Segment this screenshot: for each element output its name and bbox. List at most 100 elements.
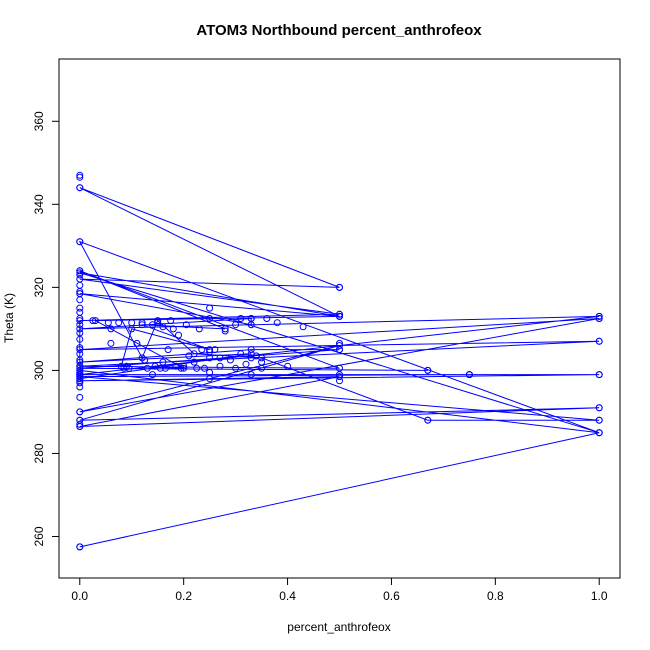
data-point — [336, 310, 343, 318]
data-point — [76, 543, 84, 551]
data-point — [336, 283, 343, 291]
x-tick-label: 0.2 — [175, 589, 192, 603]
data-point — [76, 271, 84, 279]
data-point — [299, 323, 307, 331]
data-point — [76, 379, 84, 387]
data-point — [232, 321, 240, 329]
data-point — [167, 317, 175, 325]
data-point — [226, 356, 234, 364]
data-point — [232, 364, 240, 372]
data-point — [159, 323, 167, 331]
data-point — [143, 364, 151, 372]
data-point — [76, 267, 84, 275]
data-point — [76, 171, 84, 179]
data-point — [284, 362, 292, 370]
data-point — [76, 296, 84, 304]
data-point — [76, 238, 84, 246]
y-tick-label: 360 — [32, 111, 46, 131]
data-point — [206, 354, 214, 362]
data-point — [107, 339, 115, 347]
y-axis-label: Theta (K) — [2, 293, 16, 343]
data-point — [76, 335, 84, 343]
series-lines — [78, 187, 600, 548]
data-point — [237, 350, 245, 358]
series-line — [78, 187, 600, 548]
data-point — [76, 269, 84, 277]
y-tick-label: 260 — [32, 526, 46, 546]
y-tick-label: 300 — [32, 360, 46, 380]
data-point — [595, 416, 603, 424]
data-point — [247, 346, 255, 354]
data-point — [89, 317, 97, 325]
data-point — [247, 321, 255, 329]
data-point — [200, 364, 208, 372]
data-point — [175, 331, 182, 339]
data-point — [237, 315, 245, 322]
x-tick-label: 0.0 — [71, 589, 88, 603]
data-point — [273, 319, 281, 327]
data-point — [595, 371, 603, 379]
data-point — [76, 393, 84, 401]
data-point — [336, 373, 343, 381]
data-point — [336, 342, 343, 349]
data-point — [76, 408, 84, 416]
x-axis-label: percent_anthrofeox — [287, 620, 390, 634]
x-tick-label: 0.8 — [487, 589, 504, 603]
data-point — [258, 358, 266, 366]
data-point — [195, 325, 203, 333]
data-point — [154, 319, 162, 327]
data-point — [465, 371, 473, 379]
data-point — [221, 327, 229, 335]
data-point — [159, 358, 167, 366]
data-point — [595, 312, 603, 320]
data-point — [91, 317, 99, 325]
data-point — [149, 371, 156, 379]
y-axis: 260 280 300 320 340 360 — [32, 111, 60, 546]
data-point — [169, 325, 177, 333]
data-point — [107, 325, 115, 333]
data-point — [162, 364, 169, 372]
data-point — [76, 420, 84, 428]
x-tick-label: 1.0 — [591, 589, 608, 603]
data-point — [252, 352, 260, 360]
data-point — [138, 319, 146, 327]
data-point — [206, 346, 214, 354]
data-point — [242, 360, 250, 368]
data-point — [76, 317, 84, 325]
data-point — [76, 184, 84, 192]
data-point — [206, 375, 214, 383]
data-point — [180, 362, 188, 370]
data-point — [595, 404, 603, 412]
data-point — [76, 423, 84, 430]
data-point — [336, 377, 343, 385]
x-tick-label: 0.6 — [383, 589, 400, 603]
data-point — [263, 315, 271, 322]
chart-title: ATOM3 Northbound percent_anthrofeox — [196, 22, 482, 39]
data-point — [164, 346, 172, 354]
data-point — [595, 429, 603, 437]
data-point — [76, 375, 84, 383]
data-point — [154, 317, 162, 325]
x-tick-label: 0.4 — [279, 589, 296, 603]
data-point — [198, 346, 206, 354]
data-point — [76, 281, 84, 289]
data-point — [76, 383, 84, 391]
data-point — [141, 356, 149, 364]
data-point — [76, 325, 84, 333]
markers — [76, 171, 603, 551]
data-point — [185, 352, 193, 360]
data-point — [336, 312, 343, 320]
data-point — [76, 288, 84, 295]
data-point — [216, 362, 224, 370]
data-point — [247, 371, 255, 379]
data-point — [133, 339, 141, 347]
data-point — [76, 173, 84, 181]
data-point — [221, 325, 229, 333]
data-point — [216, 354, 224, 362]
data-point — [180, 364, 188, 372]
data-point — [76, 304, 84, 312]
y-tick-label: 340 — [32, 194, 46, 214]
data-point — [595, 337, 603, 345]
data-point — [424, 366, 432, 374]
